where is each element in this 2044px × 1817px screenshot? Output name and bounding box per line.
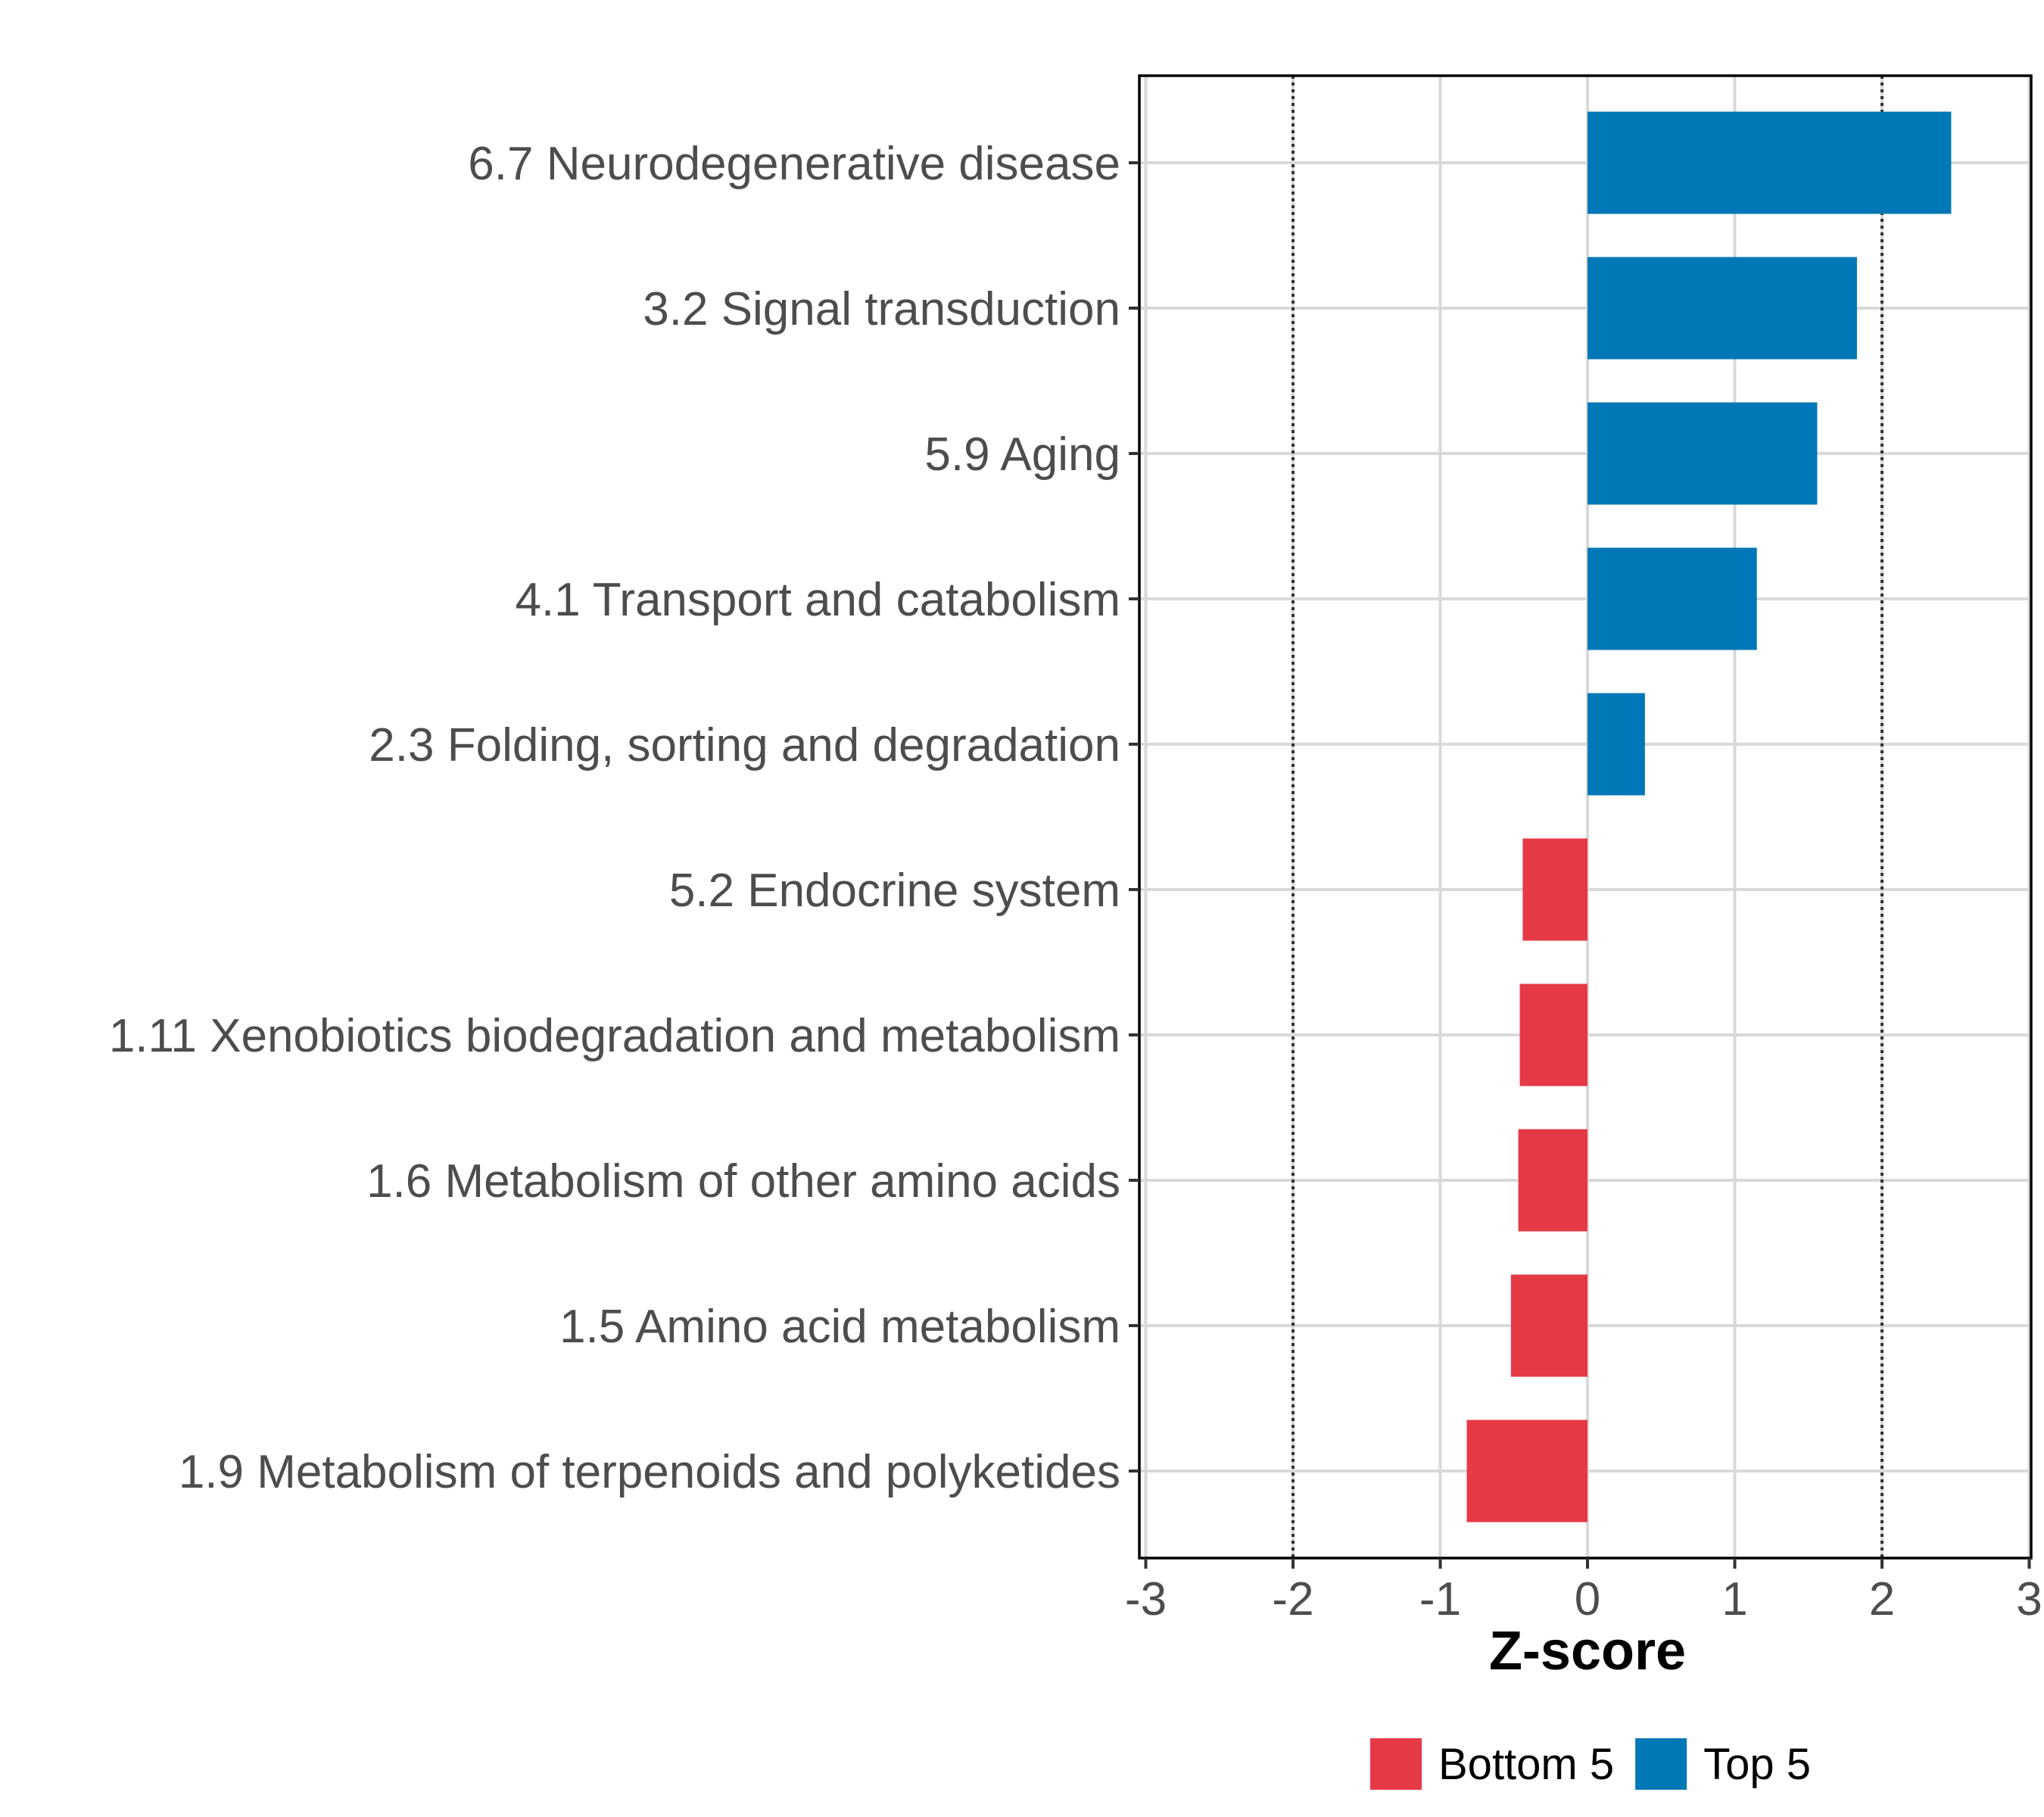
- bar: [1522, 838, 1588, 941]
- x-tick-label: -1: [1419, 1573, 1461, 1625]
- category-label: 1.11 Xenobiotics biodegradation and meta…: [109, 1010, 1120, 1062]
- category-label: 5.2 Endocrine system: [669, 865, 1120, 917]
- legend-label: Top 5: [1703, 1740, 1811, 1789]
- plot-frame: [1138, 74, 2033, 1560]
- category-label: 2.3 Folding, sorting and degradation: [369, 719, 1120, 771]
- legend-swatch: [1635, 1738, 1687, 1790]
- category-label: 5.9 Aging: [924, 429, 1120, 481]
- label-layer: 6.7 Neurodegenerative disease 3.2 Signal …: [109, 138, 2042, 1625]
- frame-layer: [1129, 74, 2033, 1569]
- bar: [1588, 257, 1857, 360]
- x-tick-label: 0: [1575, 1573, 1600, 1625]
- category-label: 1.5 Amino acid metabolism: [559, 1301, 1120, 1353]
- bar: [1588, 402, 1818, 505]
- x-axis-title: Z-score: [1489, 1621, 1686, 1681]
- bar: [1588, 693, 1645, 796]
- bar: [1588, 111, 1952, 214]
- bar: [1466, 1420, 1588, 1522]
- bar: [1588, 547, 1757, 650]
- legend-swatch: [1370, 1738, 1422, 1790]
- bar: [1519, 983, 1588, 1086]
- x-tick-label: 2: [1869, 1573, 1895, 1625]
- x-tick-label: 1: [1722, 1573, 1747, 1625]
- legend: Bottom 5 Top 5: [1370, 1738, 1811, 1790]
- category-label: 4.1 Transport and catabolism: [515, 574, 1120, 626]
- x-tick-label: 3: [2016, 1573, 2042, 1625]
- x-tick-label: -3: [1125, 1573, 1167, 1625]
- category-label: 1.9 Metabolism of terpenoids and polyket…: [179, 1446, 1120, 1498]
- category-label: 3.2 Signal transduction: [643, 283, 1120, 335]
- category-label: 6.7 Neurodegenerative disease: [468, 138, 1120, 190]
- bar: [1510, 1274, 1588, 1377]
- category-label: 1.6 Metabolism of other amino acids: [366, 1155, 1120, 1208]
- x-tick-label: -2: [1272, 1573, 1313, 1625]
- bar-layer: [1466, 111, 1952, 1522]
- bar: [1518, 1129, 1588, 1232]
- legend-label: Bottom 5: [1438, 1740, 1614, 1789]
